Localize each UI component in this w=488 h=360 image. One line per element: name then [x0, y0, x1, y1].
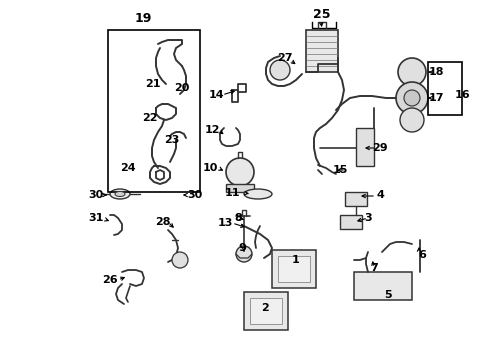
Text: 1: 1	[291, 255, 299, 265]
Circle shape	[397, 58, 425, 86]
Bar	[355, 128, 373, 166]
Text: 23: 23	[164, 135, 179, 145]
Circle shape	[403, 90, 419, 106]
Text: 11: 11	[224, 188, 239, 198]
Text: 17: 17	[427, 93, 443, 103]
Text: 19: 19	[134, 12, 151, 24]
Circle shape	[225, 158, 253, 186]
Bar	[271, 250, 315, 288]
Text: 25: 25	[313, 8, 330, 21]
Circle shape	[236, 246, 251, 262]
Circle shape	[395, 82, 427, 114]
Bar	[345, 192, 366, 206]
Ellipse shape	[110, 189, 130, 199]
Text: 2: 2	[261, 303, 268, 313]
Text: 12: 12	[204, 125, 219, 135]
Circle shape	[399, 108, 423, 132]
Text: 16: 16	[453, 90, 469, 100]
Text: 7: 7	[369, 263, 377, 273]
Text: 8: 8	[234, 213, 242, 223]
Bar	[305, 30, 337, 72]
Bar	[278, 256, 309, 282]
Ellipse shape	[244, 189, 271, 199]
Text: 6: 6	[417, 250, 425, 260]
Text: 22: 22	[142, 113, 158, 123]
Circle shape	[269, 60, 289, 80]
Text: 21: 21	[145, 79, 161, 89]
Text: 15: 15	[332, 165, 347, 175]
Text: 4: 4	[375, 190, 383, 200]
Bar	[427, 62, 461, 115]
Text: 30: 30	[187, 190, 202, 200]
Bar	[225, 184, 253, 192]
Text: 3: 3	[364, 213, 371, 223]
Text: 30: 30	[88, 190, 103, 200]
Text: 24: 24	[120, 163, 136, 173]
Text: 28: 28	[155, 217, 170, 227]
Text: 5: 5	[384, 290, 391, 300]
Text: 9: 9	[238, 243, 245, 253]
Text: 29: 29	[371, 143, 387, 153]
Text: 18: 18	[427, 67, 443, 77]
Text: 13: 13	[217, 218, 232, 228]
Bar	[249, 298, 282, 324]
Circle shape	[172, 252, 187, 268]
Text: 14: 14	[208, 90, 224, 100]
Bar	[108, 30, 200, 192]
Bar	[339, 215, 361, 229]
Ellipse shape	[115, 192, 125, 197]
Text: 20: 20	[174, 83, 189, 93]
Text: 27: 27	[277, 53, 292, 63]
Text: 31: 31	[88, 213, 103, 223]
Text: 10: 10	[202, 163, 217, 173]
Bar	[244, 292, 287, 330]
Bar	[353, 272, 411, 300]
Text: 26: 26	[102, 275, 118, 285]
